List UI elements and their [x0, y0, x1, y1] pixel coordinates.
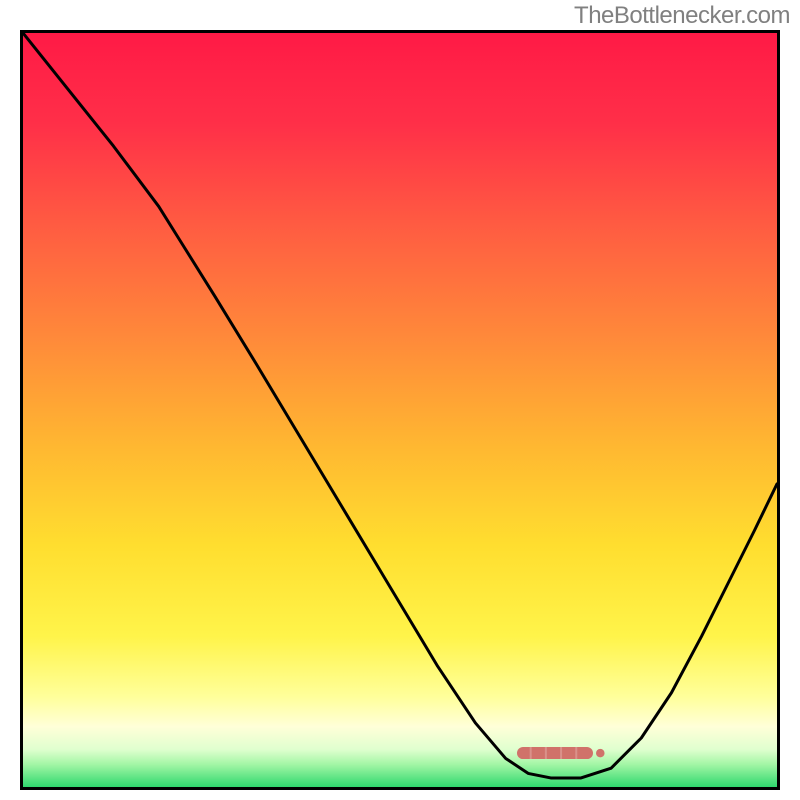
curve-svg: [23, 33, 777, 787]
plot-area: [20, 30, 780, 790]
valley-marker: [517, 747, 608, 759]
watermark-text: TheBottleneсker.com: [574, 2, 790, 30]
chart-container: TheBottleneсker.com: [0, 0, 800, 800]
bottleneck-curve: [23, 33, 777, 778]
